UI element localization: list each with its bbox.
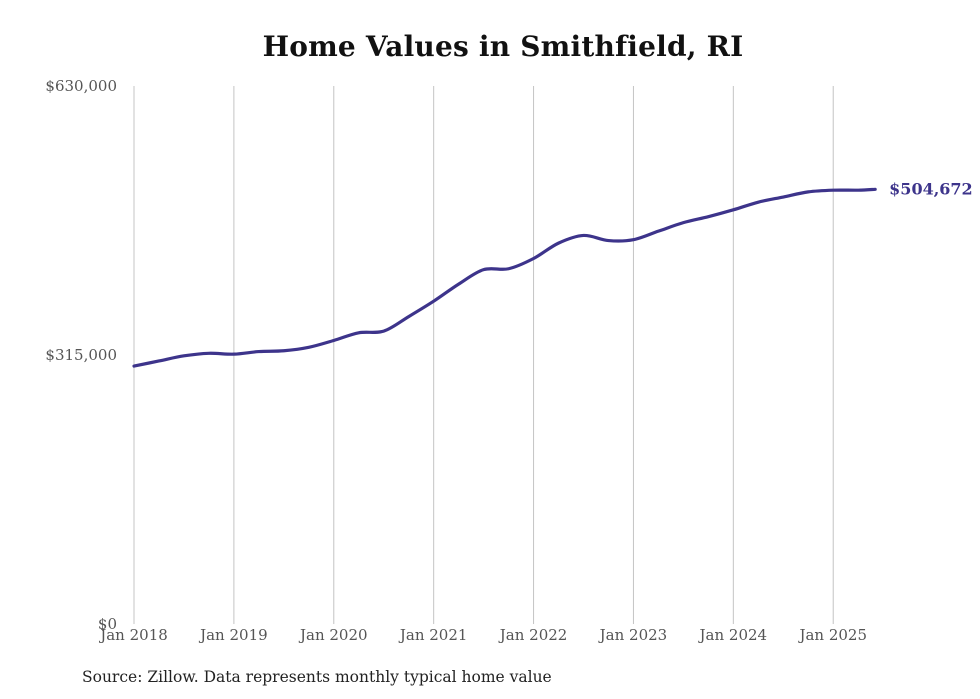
x-tick-label: Jan 2024 [698,626,768,644]
x-tick-label: Jan 2021 [398,626,468,644]
x-tick-label: Jan 2022 [498,626,568,644]
x-tick-label: Jan 2019 [198,626,268,644]
y-axis-ticks: $0 $315,000 $630,000 [45,77,117,633]
x-tick-label: Jan 2018 [98,626,168,644]
x-axis-ticks: Jan 2018 Jan 2019 Jan 2020 Jan 2021 Jan 2022… [98,626,867,644]
y-tick-label: $315,000 [45,346,117,364]
end-value-label: $504,672 [889,179,973,198]
y-tick-label: $0 [98,615,117,633]
x-tick-label: Jan 2020 [298,626,368,644]
x-tick-label: Jan 2025 [797,626,867,644]
x-tick-label: Jan 2023 [598,626,668,644]
series-layer: $504,672 [132,179,973,368]
chart-title: Home Values in Smithfield, RI [262,30,744,63]
series-line [132,187,877,368]
source-note: Source: Zillow. Data represents monthly … [82,668,552,686]
y-tick-label: $630,000 [45,77,117,95]
